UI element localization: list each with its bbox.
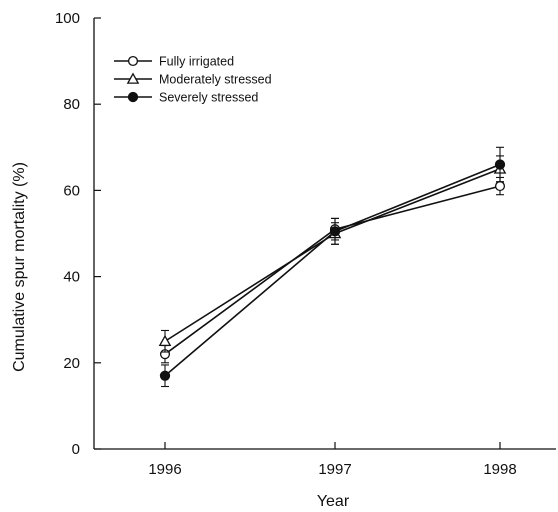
series-line (164, 185, 501, 355)
data-point (329, 226, 341, 237)
data-point (494, 181, 506, 192)
y-axis-ticks: 0 20 40 60 80 100 (55, 10, 101, 458)
series-moderately-stressed (158, 155, 507, 353)
x-tick-label: 1998 (483, 461, 516, 478)
y-tick-label: 100 (55, 10, 80, 27)
x-axis-ticks: 1996 1997 1998 (148, 442, 517, 478)
legend-marker (127, 55, 139, 67)
y-tick-label: 80 (63, 96, 80, 113)
series-line (164, 168, 501, 342)
legend-label: Moderately stressed (159, 73, 272, 87)
legend-marker (126, 72, 140, 84)
y-axis-title: Cumulative spur mortality (%) (11, 162, 28, 372)
y-tick-label: 0 (72, 441, 80, 458)
legend-item: Moderately stressed (114, 72, 272, 87)
legend-marker (127, 91, 139, 103)
data-point (158, 334, 172, 347)
series-severely-stressed (159, 146, 506, 388)
legend-item: Severely stressed (114, 91, 258, 105)
legend-item: Fully irrigated (114, 55, 234, 69)
x-tick-label: 1996 (148, 461, 181, 478)
legend-label: Severely stressed (159, 91, 258, 105)
legend-label: Fully irrigated (159, 55, 234, 69)
data-point (494, 159, 506, 170)
y-tick-label: 40 (63, 269, 80, 286)
x-axis-title: Year (317, 493, 350, 510)
x-tick-label: 1997 (318, 461, 351, 478)
y-tick-label: 60 (63, 182, 80, 199)
series-layer (158, 146, 507, 388)
y-tick-label: 20 (63, 355, 80, 372)
plot-frame (93, 18, 556, 450)
series-line (164, 163, 501, 377)
data-point (159, 370, 171, 381)
legend: Fully irrigated Moderately stressed Severe… (114, 55, 272, 105)
